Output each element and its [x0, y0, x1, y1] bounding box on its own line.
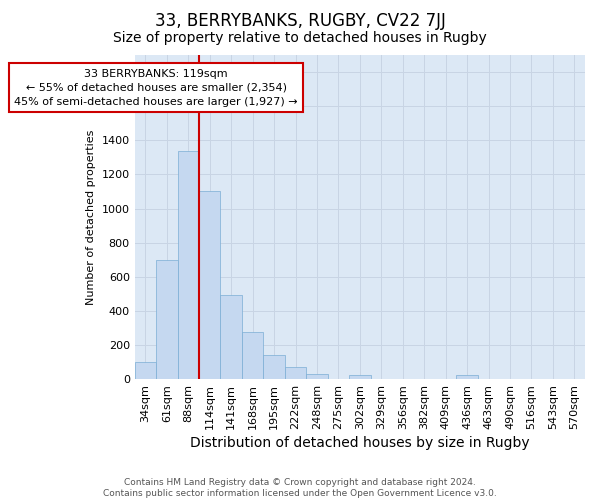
Bar — [285, 367, 306, 379]
Text: Contains HM Land Registry data © Crown copyright and database right 2024.
Contai: Contains HM Land Registry data © Crown c… — [103, 478, 497, 498]
Bar — [220, 296, 242, 379]
Bar — [457, 375, 478, 379]
Bar — [349, 375, 371, 379]
Bar — [263, 355, 285, 379]
Bar — [178, 150, 199, 379]
Bar — [242, 332, 263, 379]
Bar — [306, 374, 328, 379]
Y-axis label: Number of detached properties: Number of detached properties — [86, 130, 96, 304]
X-axis label: Distribution of detached houses by size in Rugby: Distribution of detached houses by size … — [190, 436, 530, 450]
Text: Size of property relative to detached houses in Rugby: Size of property relative to detached ho… — [113, 31, 487, 45]
Text: 33 BERRYBANKS: 119sqm
← 55% of detached houses are smaller (2,354)
45% of semi-d: 33 BERRYBANKS: 119sqm ← 55% of detached … — [14, 68, 298, 106]
Bar — [134, 362, 156, 379]
Bar — [199, 192, 220, 379]
Bar — [156, 260, 178, 379]
Text: 33, BERRYBANKS, RUGBY, CV22 7JJ: 33, BERRYBANKS, RUGBY, CV22 7JJ — [155, 12, 445, 30]
